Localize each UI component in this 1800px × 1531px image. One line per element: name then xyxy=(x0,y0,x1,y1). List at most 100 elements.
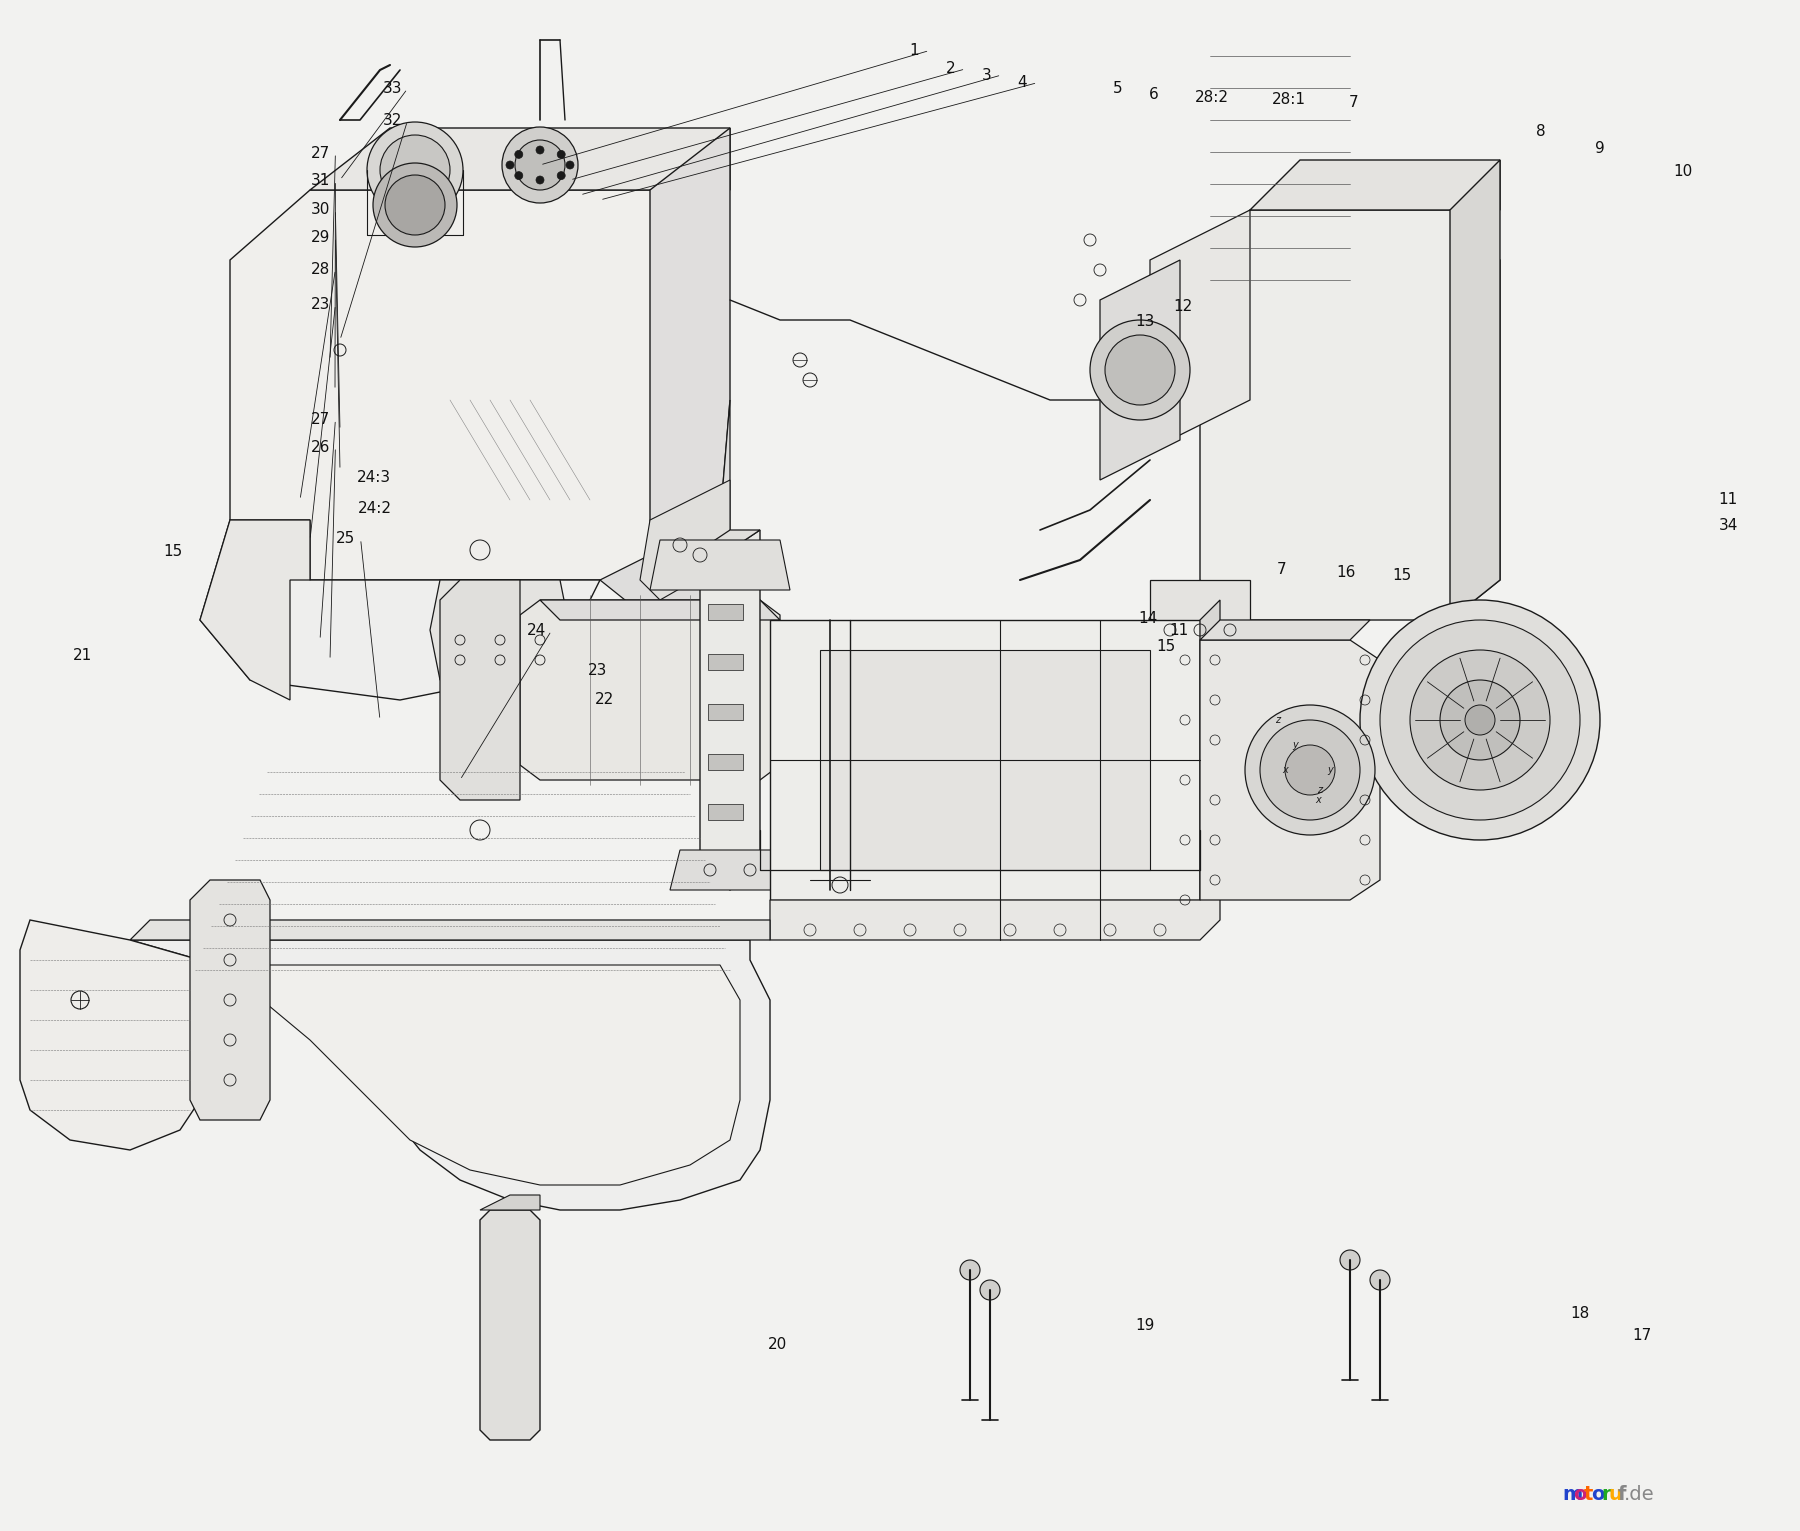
Text: 28: 28 xyxy=(311,262,329,277)
Text: 19: 19 xyxy=(1136,1318,1154,1334)
Polygon shape xyxy=(599,400,731,620)
Text: t: t xyxy=(1584,1485,1593,1503)
Text: 20: 20 xyxy=(769,1337,787,1352)
Text: 11: 11 xyxy=(1170,623,1188,638)
Text: 29: 29 xyxy=(311,230,329,245)
Polygon shape xyxy=(770,620,1201,900)
Circle shape xyxy=(1409,651,1550,790)
Circle shape xyxy=(959,1260,979,1280)
Polygon shape xyxy=(1249,161,1499,210)
Bar xyxy=(707,753,743,770)
Text: 31: 31 xyxy=(311,173,329,188)
Text: 9: 9 xyxy=(1595,141,1606,156)
Bar xyxy=(707,704,743,720)
Polygon shape xyxy=(481,1196,540,1209)
Text: 28:1: 28:1 xyxy=(1273,92,1305,107)
Text: 7: 7 xyxy=(1276,562,1287,577)
Circle shape xyxy=(380,135,450,205)
Polygon shape xyxy=(200,521,599,700)
Polygon shape xyxy=(191,880,270,1121)
Circle shape xyxy=(367,122,463,217)
Circle shape xyxy=(1246,704,1375,834)
Text: 33: 33 xyxy=(383,81,401,96)
Bar xyxy=(707,804,743,821)
Text: 27: 27 xyxy=(311,412,329,427)
Circle shape xyxy=(515,139,565,190)
Text: y: y xyxy=(1292,739,1298,750)
Circle shape xyxy=(1260,720,1361,821)
Bar xyxy=(707,605,743,620)
Circle shape xyxy=(558,150,565,158)
Polygon shape xyxy=(540,600,779,620)
Circle shape xyxy=(1105,335,1175,406)
Polygon shape xyxy=(130,940,770,1209)
Circle shape xyxy=(1285,746,1336,795)
Polygon shape xyxy=(1100,260,1181,481)
Text: 16: 16 xyxy=(1337,565,1355,580)
Text: 22: 22 xyxy=(596,692,614,707)
Circle shape xyxy=(1091,320,1190,419)
Text: 24: 24 xyxy=(527,623,545,638)
Polygon shape xyxy=(700,530,760,890)
Polygon shape xyxy=(770,880,1220,940)
Polygon shape xyxy=(180,960,740,1185)
Text: 26: 26 xyxy=(311,439,329,455)
Text: 14: 14 xyxy=(1139,611,1157,626)
Text: 15: 15 xyxy=(1157,638,1175,654)
Polygon shape xyxy=(130,920,770,940)
Circle shape xyxy=(1465,704,1496,735)
Polygon shape xyxy=(1150,210,1249,450)
Polygon shape xyxy=(650,129,731,580)
Circle shape xyxy=(515,171,522,179)
Text: 17: 17 xyxy=(1633,1327,1651,1343)
Text: 15: 15 xyxy=(164,544,182,559)
Polygon shape xyxy=(200,521,310,700)
Polygon shape xyxy=(821,651,1150,870)
Circle shape xyxy=(1339,1249,1361,1271)
Text: z: z xyxy=(1276,715,1280,726)
Circle shape xyxy=(373,162,457,246)
Polygon shape xyxy=(439,580,520,801)
Text: 3: 3 xyxy=(981,67,992,83)
Polygon shape xyxy=(230,190,720,580)
Circle shape xyxy=(536,176,544,184)
Text: 28:2: 28:2 xyxy=(1195,90,1228,106)
Polygon shape xyxy=(1201,640,1381,900)
Text: 7: 7 xyxy=(1348,95,1359,110)
Text: 18: 18 xyxy=(1571,1306,1589,1321)
Circle shape xyxy=(385,175,445,234)
Text: 30: 30 xyxy=(311,202,329,217)
Circle shape xyxy=(1361,600,1600,841)
Text: m: m xyxy=(1562,1485,1582,1503)
Text: u: u xyxy=(1609,1485,1622,1503)
Polygon shape xyxy=(1150,580,1249,680)
Polygon shape xyxy=(481,1209,540,1441)
Text: 4: 4 xyxy=(1017,75,1028,90)
Text: 5: 5 xyxy=(1112,81,1123,96)
Circle shape xyxy=(536,145,544,155)
Text: r: r xyxy=(1600,1485,1611,1503)
Text: 25: 25 xyxy=(337,531,355,547)
Circle shape xyxy=(1440,680,1519,759)
Text: 23: 23 xyxy=(311,297,329,312)
Text: 24:3: 24:3 xyxy=(358,470,391,485)
Text: 34: 34 xyxy=(1719,517,1737,533)
Circle shape xyxy=(558,171,565,179)
Polygon shape xyxy=(1201,210,1499,620)
Polygon shape xyxy=(520,600,779,779)
Text: 12: 12 xyxy=(1174,299,1192,314)
Bar xyxy=(707,654,743,671)
Text: 24:2: 24:2 xyxy=(358,501,391,516)
Text: 6: 6 xyxy=(1148,87,1159,103)
Circle shape xyxy=(506,161,515,168)
Text: 8: 8 xyxy=(1535,124,1546,139)
Polygon shape xyxy=(430,580,571,680)
Polygon shape xyxy=(1201,600,1220,900)
Text: 15: 15 xyxy=(1393,568,1411,583)
Text: o: o xyxy=(1591,1485,1604,1503)
Text: x: x xyxy=(1282,766,1287,775)
Circle shape xyxy=(979,1280,1001,1300)
Circle shape xyxy=(502,127,578,204)
Polygon shape xyxy=(641,481,731,600)
Text: z: z xyxy=(1318,785,1323,795)
